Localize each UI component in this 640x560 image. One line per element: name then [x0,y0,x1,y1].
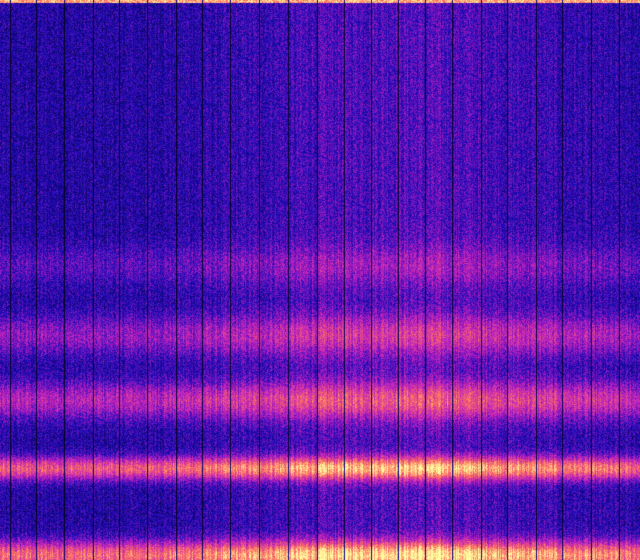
spectrogram-image [0,0,640,560]
